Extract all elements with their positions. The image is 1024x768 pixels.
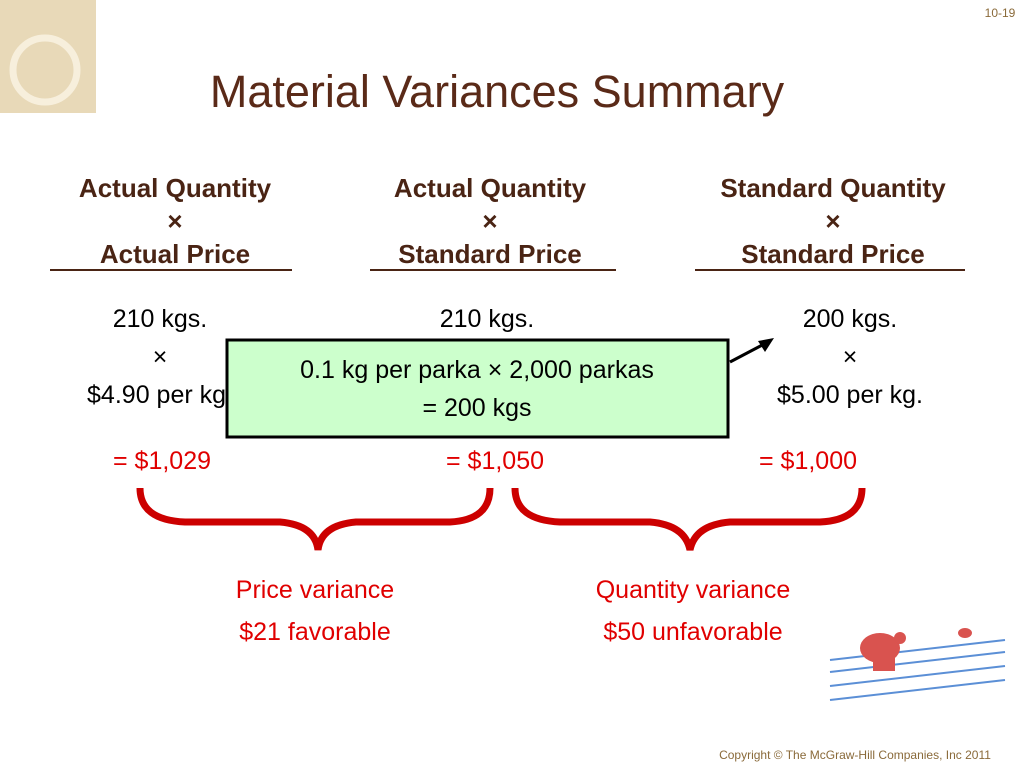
variance-amount: $21 favorable: [239, 618, 391, 646]
column-line: 200 kgs.: [802, 305, 898, 333]
arrow-head: [758, 338, 774, 352]
title: Material Variances Summary: [209, 66, 785, 117]
column-header: Actual Quantity: [78, 173, 272, 203]
column-header: Standard Price: [398, 239, 582, 269]
callout-line: 0.1 kg per parka × 2,000 parkas: [300, 356, 654, 384]
column-header: Standard Quantity: [720, 173, 946, 203]
variance-name: Quantity variance: [595, 576, 791, 604]
column-header: Standard Price: [741, 239, 925, 269]
callout-line: = 200 kgs: [422, 394, 532, 422]
column-header: Actual Quantity: [393, 173, 587, 203]
column-line: $4.90 per kg.: [87, 381, 233, 409]
callout-box: [225, 338, 730, 439]
skiers: [860, 628, 972, 671]
ring: [9, 34, 81, 106]
ski-lines: [829, 639, 1006, 701]
column-line: ×: [842, 343, 858, 371]
variance-amount: $50 unfavorable: [603, 618, 783, 646]
column-header: ×: [167, 206, 183, 236]
column-header: ×: [482, 206, 498, 236]
column-line: $5.00 per kg.: [777, 381, 923, 409]
column-total: = $1,050: [445, 447, 545, 475]
column-header: Actual Price: [99, 239, 251, 269]
braces: [136, 487, 866, 551]
slide-number: 10-19: [984, 6, 1016, 20]
variance-name: Price variance: [235, 576, 395, 604]
column-total: = $1,029: [112, 447, 212, 475]
column-header: ×: [825, 206, 841, 236]
column-total: = $1,000: [758, 447, 858, 475]
column-line: ×: [152, 343, 168, 371]
copyright: Copyright © The McGraw-Hill Companies, I…: [719, 748, 991, 762]
column-line: 210 kgs.: [439, 305, 535, 333]
column-line: 210 kgs.: [112, 305, 208, 333]
